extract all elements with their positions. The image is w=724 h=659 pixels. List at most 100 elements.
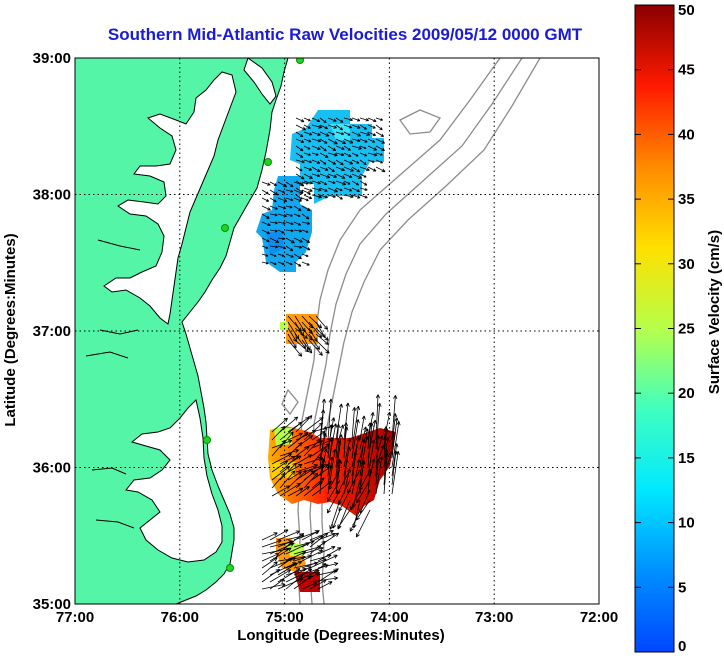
velocity-arrow (350, 489, 361, 511)
x-axis-label: Longitude (Degrees:Minutes) (237, 627, 445, 644)
velocity-arrow (301, 245, 311, 251)
velocity-arrow (327, 131, 335, 136)
velocity-arrow (261, 253, 269, 257)
velocity-arrow (375, 166, 386, 173)
velocity-arrow (311, 152, 319, 156)
velocity-arrow (375, 145, 385, 152)
colorbar-tick-label: 30 (678, 256, 695, 273)
velocity-arrow (375, 402, 382, 450)
velocity-arrow (351, 187, 360, 192)
velocity-arrow (271, 460, 288, 473)
velocity-arrow (327, 159, 337, 165)
velocity-arrow (293, 253, 302, 260)
bathymetry-contours (281, 58, 541, 604)
velocity-arrows (261, 117, 401, 590)
velocity-arrow (311, 131, 321, 136)
velocity-arrow (309, 579, 327, 590)
velocity-arrow (359, 194, 368, 199)
velocity-arrow (375, 138, 386, 144)
velocity-arrow (351, 451, 358, 486)
velocity-arrow (287, 463, 303, 473)
velocity-arrow (351, 166, 361, 173)
radar-site (296, 58, 304, 64)
velocity-arrow (271, 439, 286, 457)
velocity-arrow (271, 485, 291, 497)
velocity-arrow (261, 539, 282, 548)
velocity-arrow (351, 131, 362, 137)
velocity-arrow (285, 229, 294, 233)
velocity-arrow (391, 395, 398, 441)
velocity-arrow (269, 205, 278, 210)
velocity-arrow (335, 138, 347, 145)
velocity-arrow (301, 237, 311, 244)
velocity-arrow (295, 415, 313, 433)
velocity-arrow (285, 551, 307, 562)
chesapeake-bay (103, 71, 237, 325)
velocity-arrow (343, 152, 352, 157)
velocity-arrow (277, 557, 293, 569)
velocity-arrow (375, 394, 380, 441)
velocity-arrow (359, 152, 368, 157)
velocity-arrow (326, 479, 341, 502)
velocity-arrow (303, 438, 321, 457)
velocity-arrow (301, 339, 313, 354)
velocity-arrow (391, 450, 400, 495)
velocity-arrow (277, 197, 288, 203)
velocity-arrow (277, 253, 285, 257)
velocity-arrow (315, 327, 329, 341)
velocity-arrow (309, 540, 326, 555)
velocity-arrow (295, 486, 310, 497)
velocity-arrow (269, 213, 278, 217)
velocity-arrow (261, 557, 278, 569)
pamlico-sound (125, 399, 223, 563)
colorbar-tick-label: 35 (678, 191, 695, 208)
velocity-arrow (295, 131, 304, 138)
velocity-arrow (317, 581, 333, 590)
x-tick-label: 74:00 (370, 609, 408, 626)
velocity-arrow (301, 205, 311, 212)
velocity-arrow (295, 124, 307, 131)
velocity-arrow (269, 197, 277, 203)
velocity-arrow (295, 454, 313, 465)
velocity-arrow (303, 152, 311, 156)
velocity-arrow (261, 553, 280, 562)
y-tick-label: 35:00 (33, 596, 71, 613)
velocity-arrow (279, 449, 299, 457)
velocity-arrow (269, 253, 277, 257)
velocity-arrow (285, 542, 310, 555)
velocity-arrow (335, 194, 343, 200)
velocity-arrow (351, 145, 362, 150)
velocity-arrow (261, 561, 278, 576)
velocity-arrow (383, 452, 389, 495)
colorbar-tick-label: 5 (678, 579, 686, 596)
radar-site (264, 158, 272, 166)
velocity-arrow (301, 197, 309, 202)
velocity-arrow (328, 469, 341, 490)
velocity-arrow (285, 181, 294, 188)
velocity-arrow (327, 152, 338, 157)
velocity-arrow (308, 339, 323, 356)
velocity-arrow (285, 560, 303, 569)
velocity-arrow (359, 159, 367, 166)
velocity-arrow (375, 131, 385, 137)
colorbar-tick-label: 40 (678, 126, 695, 143)
map-grid (75, 58, 599, 604)
velocity-arrow (351, 173, 362, 179)
velocity-arrow (351, 124, 361, 129)
velocity-arrow (287, 470, 307, 489)
velocity-arrow (271, 453, 292, 465)
velocity-arrow (301, 229, 309, 233)
velocity-arrow (343, 173, 353, 178)
velocity-arrow (261, 245, 269, 249)
plot-frame (74, 57, 600, 605)
velocity-arrow (359, 438, 366, 468)
velocity-arrow (295, 464, 319, 473)
velocity-arrow (311, 159, 321, 164)
velocity-cell-green (280, 322, 288, 330)
velocity-arrow (295, 145, 304, 152)
velocity-arrow (295, 152, 304, 158)
velocity-arrow (335, 152, 345, 157)
velocity-arrow (269, 189, 279, 196)
velocity-arrow (311, 138, 322, 143)
velocity-arrow (279, 482, 301, 497)
